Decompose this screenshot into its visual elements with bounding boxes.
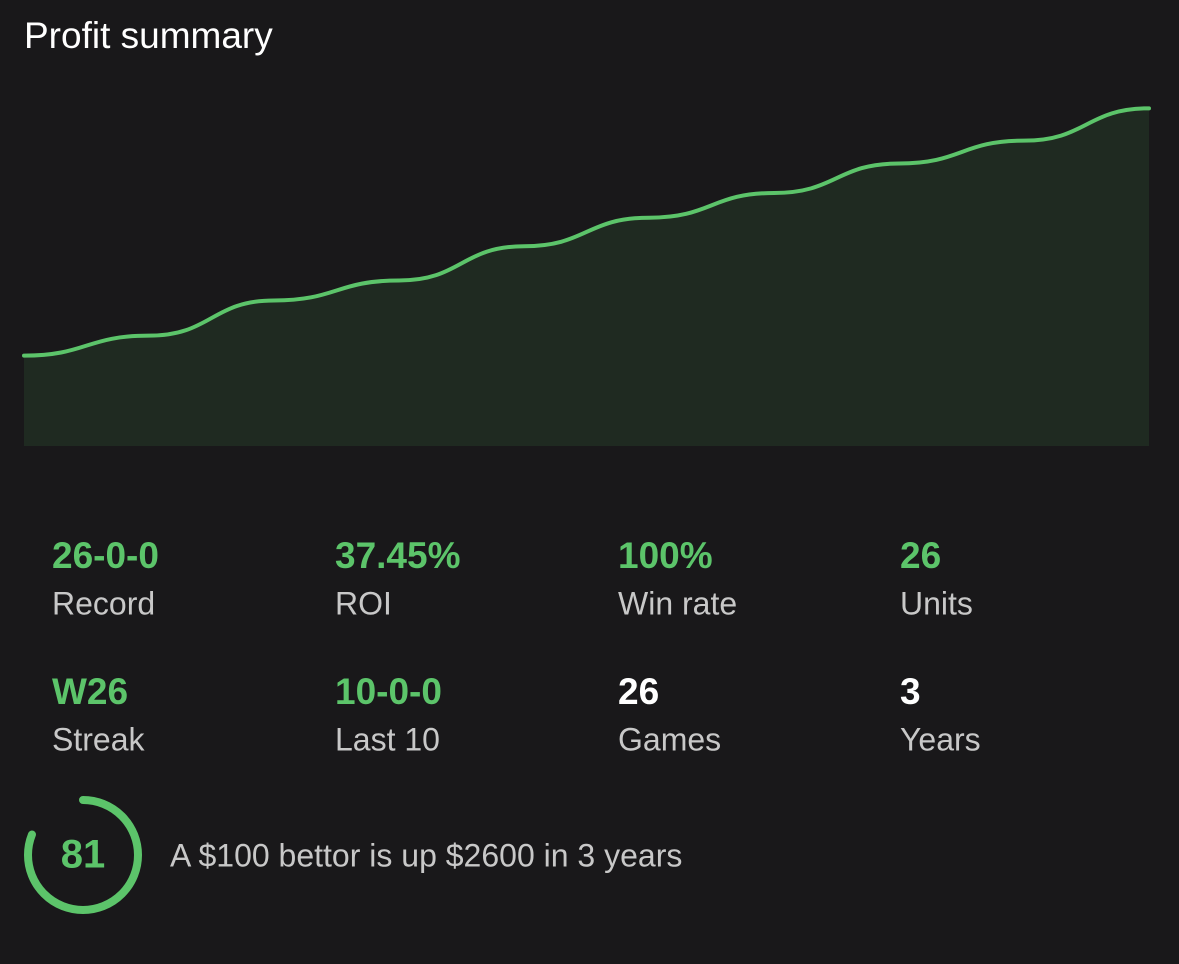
stat-label: Years	[900, 721, 981, 757]
stat-value: 26	[618, 671, 659, 712]
stat-value: 3	[900, 671, 921, 712]
stat-label: ROI	[335, 585, 392, 621]
profit-line	[22, 106, 1151, 358]
title: Profit summary	[24, 15, 273, 56]
stat-label: Games	[618, 721, 721, 757]
profit-chart	[22, 106, 1151, 446]
score-ring	[24, 796, 142, 914]
summary-text: A $100 bettor is up $2600 in 3 years	[170, 837, 682, 873]
stats-grid: 26-0-0 Record 37.45% ROI 100% Win rate 26 Units…	[52, 535, 981, 758]
stat-value: 26-0-0	[52, 535, 159, 576]
stat-value: W26	[52, 671, 128, 712]
stat-label: Units	[900, 585, 973, 621]
stat-value: 37.45%	[335, 535, 461, 576]
score-value: 81	[61, 833, 106, 877]
stat-label: Last 10	[335, 721, 440, 757]
stat-value: 26	[900, 535, 941, 576]
score-badge: 81	[24, 796, 142, 914]
area-fill	[24, 108, 1149, 446]
stat-label: Streak	[52, 721, 145, 757]
stat-label: Win rate	[618, 585, 737, 621]
stat-label: Record	[52, 585, 155, 621]
stat-value: 100%	[618, 535, 713, 576]
stat-value: 10-0-0	[335, 671, 442, 712]
